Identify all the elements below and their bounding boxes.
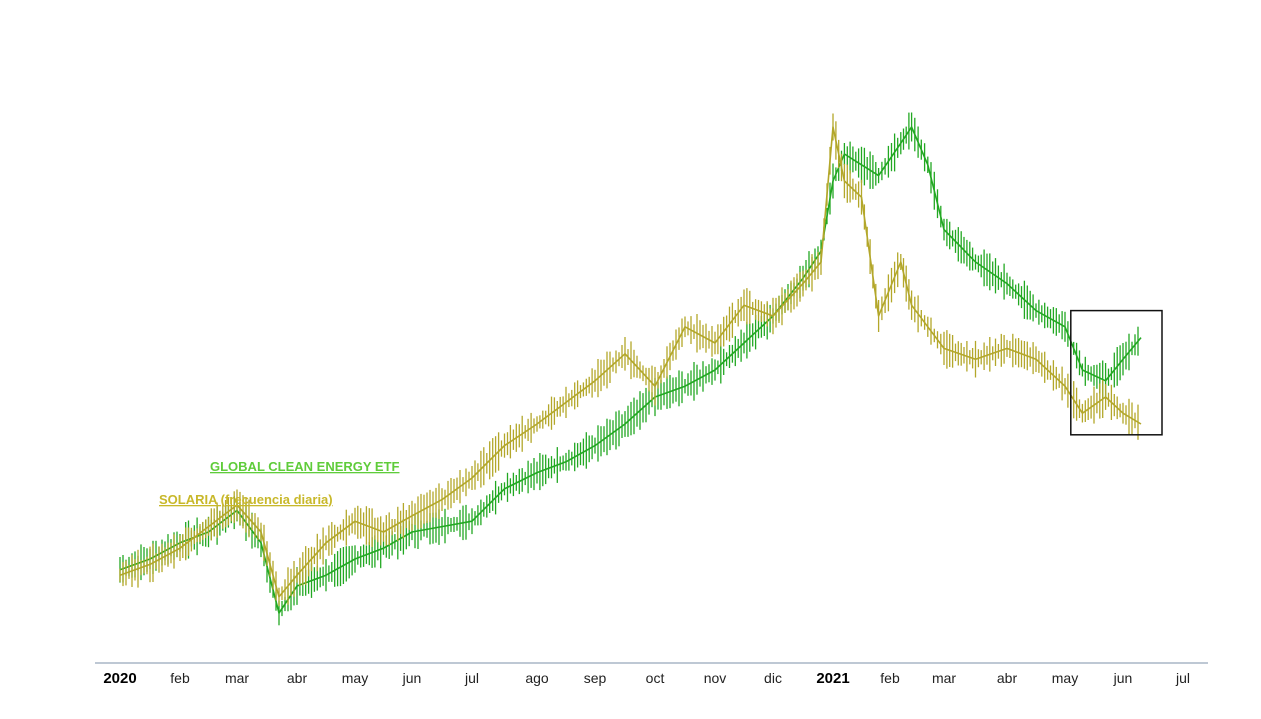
x-axis-ticks: 2020 feb mar abr may jun jul ago sep oct nov dic 202… — [103, 670, 1190, 687]
legend: GLOBAL CLEAN ENERGY ETF SOLARIA (frecuen… — [159, 459, 400, 507]
x-tick-label: dic — [764, 670, 782, 686]
x-tick-label: 2021 — [816, 670, 849, 687]
x-tick-label: feb — [880, 670, 900, 686]
x-tick-label: jul — [464, 670, 479, 686]
legend-entry-solaria: SOLARIA (frecuencia diaria) — [159, 492, 333, 507]
x-tick-label: jun — [1113, 670, 1133, 686]
x-tick-label: abr — [997, 670, 1018, 686]
x-tick-label: nov — [704, 670, 727, 686]
x-tick-label: mar — [932, 670, 956, 686]
x-tick-label: abr — [287, 670, 308, 686]
x-tick-label: ago — [525, 670, 549, 686]
x-tick-label: 2020 — [103, 670, 136, 687]
annotation-layer — [1070, 309, 1163, 436]
x-tick-label: jul — [1175, 670, 1190, 686]
x-tick-label: may — [342, 670, 368, 686]
x-tick-label: mar — [225, 670, 249, 686]
plot-area — [119, 112, 1163, 626]
highlight-box — [1070, 309, 1163, 436]
x-tick-label: feb — [170, 670, 190, 686]
x-tick-label: may — [1052, 670, 1078, 686]
x-tick-label: oct — [646, 670, 665, 686]
x-tick-label: sep — [584, 670, 607, 686]
series-layer — [119, 112, 1142, 626]
x-tick-label: jun — [402, 670, 422, 686]
legend-entry-global-clean-energy: GLOBAL CLEAN ENERGY ETF — [210, 459, 400, 474]
series-solaria — [119, 113, 1142, 606]
